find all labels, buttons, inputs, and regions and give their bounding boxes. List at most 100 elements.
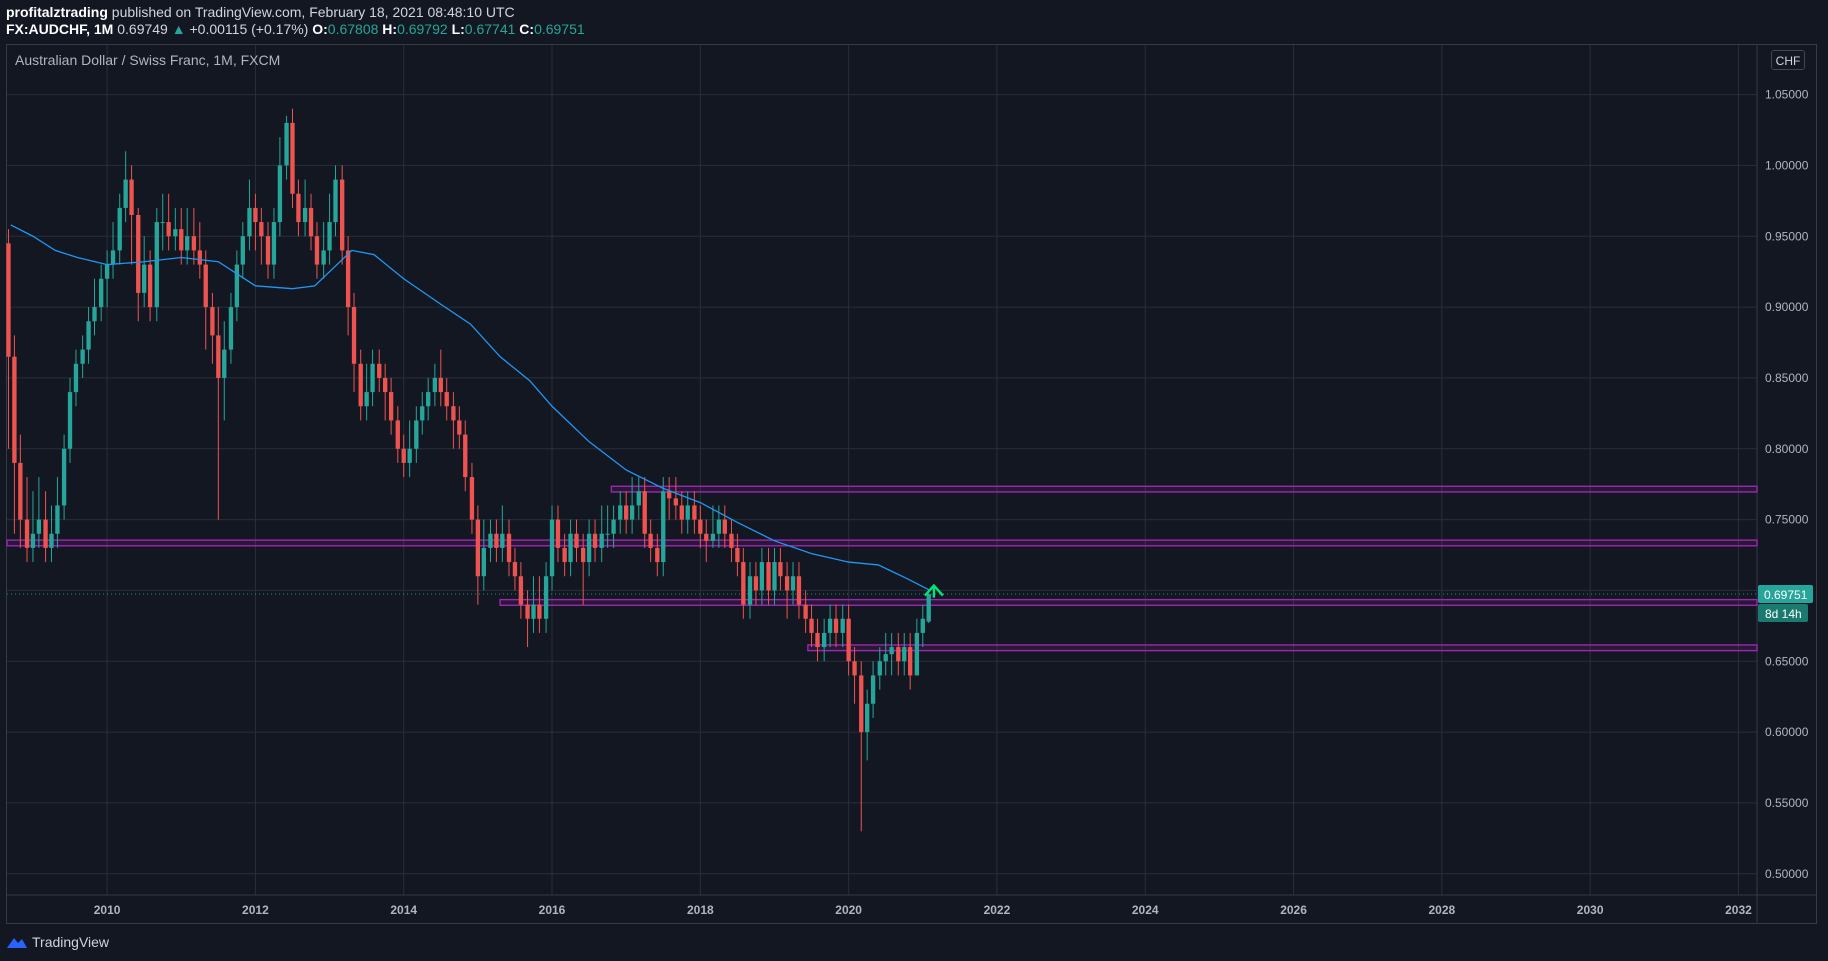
horizontal-zone <box>499 598 1758 606</box>
candle-body <box>377 363 382 378</box>
moving-average-line <box>10 224 931 591</box>
candle-body <box>896 647 901 662</box>
candle-body <box>129 179 134 215</box>
candle-body <box>197 250 202 265</box>
candle-body <box>704 533 709 541</box>
candle-body <box>327 222 332 251</box>
candle-body <box>340 179 345 251</box>
candle-body <box>796 576 802 605</box>
x-tick-label: 2010 <box>94 903 121 917</box>
low-label: L: <box>451 21 465 37</box>
candle-body <box>729 533 734 548</box>
candle-body <box>308 207 314 237</box>
candle-body <box>889 647 894 655</box>
candle-body <box>6 243 11 357</box>
candle-body <box>549 519 555 577</box>
candle-body <box>574 533 579 548</box>
candle-body <box>648 533 653 548</box>
last-price: 0.69749 <box>117 21 168 37</box>
candle-body <box>642 491 647 534</box>
candle-body <box>624 505 629 520</box>
candle-body <box>36 519 42 534</box>
y-tick-label: 1.00000 <box>1765 158 1809 172</box>
candle-body <box>420 406 425 421</box>
candle-body <box>432 377 438 393</box>
candle-body <box>859 675 864 733</box>
candle-body <box>67 392 73 449</box>
candle-body <box>86 321 91 350</box>
tradingview-cloud-icon <box>7 938 27 948</box>
candle-body <box>370 363 375 393</box>
countdown-tag <box>1758 603 1808 622</box>
candle-body <box>333 179 338 223</box>
tradingview-logo[interactable]: TradingView <box>6 932 109 952</box>
candle-body <box>444 392 449 407</box>
last-price-tag <box>1758 584 1813 603</box>
candle-body <box>599 533 604 548</box>
candle-body <box>506 533 512 563</box>
candle-body <box>185 236 190 251</box>
candle-body <box>166 222 171 237</box>
candle-body <box>210 307 215 336</box>
candle-body <box>61 448 67 506</box>
candle-body <box>110 250 116 265</box>
candle-body <box>685 505 690 520</box>
candle-body <box>698 519 703 534</box>
candle-body <box>722 519 727 534</box>
candle-body <box>92 307 97 322</box>
candle-body <box>136 215 141 293</box>
candle-body <box>259 222 264 237</box>
candle-body <box>586 533 592 563</box>
candle-body <box>426 392 431 407</box>
candle-body <box>525 604 530 619</box>
candle-body <box>555 519 561 548</box>
candle-body <box>821 632 827 648</box>
candle-body <box>902 647 907 662</box>
candle-body <box>173 229 178 237</box>
candle-body <box>216 335 221 378</box>
candle-body <box>865 703 870 733</box>
y-tick-label: 0.95000 <box>1765 229 1809 243</box>
close-value: 0.69751 <box>534 21 585 37</box>
candle-body <box>636 491 641 506</box>
candle-body <box>618 505 623 520</box>
candle-body <box>475 519 481 577</box>
x-tick-label: 2018 <box>687 903 714 917</box>
candle-body <box>457 420 462 435</box>
candle-body <box>500 533 505 548</box>
candle-body <box>203 264 208 308</box>
candle-body <box>827 618 833 633</box>
candle-body <box>581 547 586 563</box>
candle-body <box>18 462 23 520</box>
candle-body <box>679 505 684 520</box>
publish-header: profitalztrading published on TradingVie… <box>0 0 1828 44</box>
candle-body <box>833 618 839 633</box>
countdown-label: 8d 14h <box>1765 607 1802 621</box>
candle-body <box>351 307 357 364</box>
author-name[interactable]: profitalztrading <box>6 4 108 20</box>
currency-button[interactable]: CHF <box>1771 50 1805 70</box>
y-tick-label: 0.65000 <box>1765 654 1809 668</box>
candle-body <box>407 448 412 463</box>
candle-body <box>766 562 771 591</box>
candle-body <box>358 363 363 407</box>
candle-body <box>809 618 814 633</box>
candle-body <box>877 661 882 676</box>
candle-body <box>345 250 351 308</box>
candle-body <box>655 547 660 563</box>
candle-body <box>840 618 845 633</box>
candle-body <box>277 165 283 223</box>
high-label: H: <box>382 21 398 37</box>
candle-body <box>852 661 857 676</box>
candle-body <box>469 477 475 520</box>
candle-body <box>271 222 277 265</box>
candle-body <box>222 349 227 378</box>
tradingview-logo-text: TradingView <box>32 934 110 950</box>
candle-body <box>908 647 913 676</box>
candle-body <box>815 632 820 648</box>
publish-date: published on TradingView.com, February 1… <box>111 4 515 20</box>
candle-body <box>537 604 542 619</box>
candle-body <box>451 406 456 421</box>
candle-body <box>30 533 36 548</box>
